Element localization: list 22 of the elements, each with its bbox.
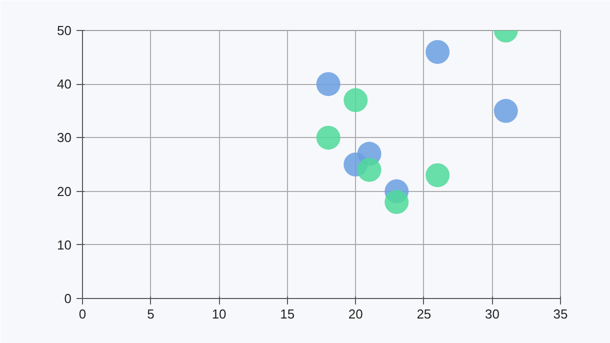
point — [316, 72, 340, 96]
x-tick-label: 0 — [78, 306, 86, 322]
point — [384, 190, 409, 214]
point — [344, 88, 368, 112]
x-tick-label: 35 — [553, 306, 568, 322]
x-tick-label: 5 — [147, 306, 154, 322]
point — [494, 98, 518, 123]
x-tick-label: 25 — [416, 306, 432, 322]
point — [357, 158, 382, 182]
point — [426, 163, 450, 188]
y-tick-label: 30 — [57, 130, 72, 146]
x-tick-label: 10 — [212, 306, 226, 322]
y-tick-label: 10 — [57, 237, 72, 252]
x-tick-label: 30 — [484, 306, 500, 322]
point — [426, 40, 450, 64]
x-tick-label: 15 — [280, 306, 295, 322]
y-tick-label: 0 — [64, 291, 72, 306]
x-tick-label: 20 — [348, 306, 363, 322]
y-tick-label: 20 — [57, 184, 72, 199]
y-tick-label: 40 — [57, 76, 72, 92]
y-tick-label: 50 — [57, 23, 72, 38]
point — [316, 126, 340, 150]
